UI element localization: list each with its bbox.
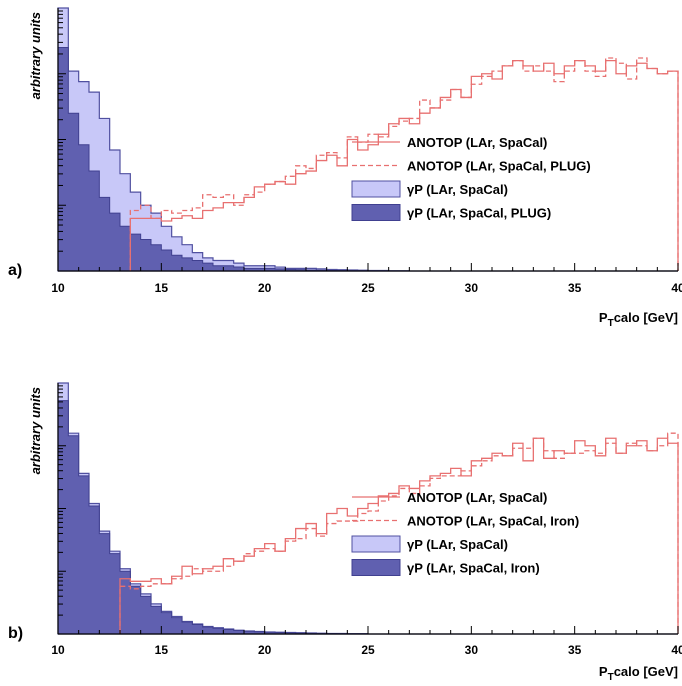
chart-panel-1: 10 15 20 25 30 35 40 arbitrary units PTcalo [GeV… bbox=[8, 7, 682, 329]
panel-label: a) bbox=[8, 262, 22, 279]
legend-swatch-dark bbox=[351, 559, 401, 576]
legend-swatch-light bbox=[351, 180, 401, 198]
x-tick-label: 20 bbox=[258, 281, 272, 295]
x-tick-label: 20 bbox=[258, 643, 272, 657]
x-tick-label: 40 bbox=[671, 643, 682, 657]
legend-swatch-light bbox=[351, 535, 401, 553]
series-anotop-dashed-2 bbox=[119, 432, 679, 634]
legend-label: γP (LAr, SpaCal, PLUG) bbox=[407, 206, 551, 221]
x-axis-label: PTcalo [GeV] bbox=[599, 664, 678, 683]
legend-swatch-dark bbox=[351, 204, 401, 221]
x-tick-label: 25 bbox=[361, 281, 375, 295]
x-tick-label: 40 bbox=[671, 281, 682, 295]
series-anotop-dashed-1 bbox=[129, 57, 679, 271]
x-tick-label: 35 bbox=[568, 281, 582, 295]
x-axis-label: PTcalo [GeV] bbox=[599, 310, 678, 329]
legend-label: ANOTOP (LAr, SpaCal, Iron) bbox=[407, 514, 579, 529]
legend: ANOTOP (LAr, SpaCal) ANOTOP (LAr, SpaCal,… bbox=[351, 490, 579, 576]
x-tick-label: 15 bbox=[155, 281, 169, 295]
x-tick-label: 35 bbox=[568, 643, 582, 657]
legend-label: ANOTOP (LAr, SpaCal) bbox=[407, 135, 547, 150]
legend-label: γP (LAr, SpaCal) bbox=[407, 182, 508, 197]
chart-panel-2: 10 15 20 25 30 35 40 arbitrary units PTcalo [GeV… bbox=[8, 382, 682, 683]
x-tick-label: 10 bbox=[51, 643, 65, 657]
legend-label: γP (LAr, SpaCal, Iron) bbox=[407, 561, 540, 576]
x-tick-label: 30 bbox=[465, 643, 479, 657]
y-axis-label: arbitrary units bbox=[28, 12, 43, 99]
x-tick-label: 10 bbox=[51, 281, 65, 295]
series-anotop-solid-2 bbox=[119, 437, 679, 634]
series-gp-dark-2 bbox=[57, 400, 678, 635]
x-tick-label: 15 bbox=[155, 643, 169, 657]
legend: ANOTOP (LAr, SpaCal) ANOTOP (LAr, SpaCal,… bbox=[351, 135, 591, 221]
x-tick-label: 30 bbox=[465, 281, 479, 295]
series-gp-light-1 bbox=[57, 7, 678, 272]
legend-label: γP (LAr, SpaCal) bbox=[407, 537, 508, 552]
x-tick-label: 25 bbox=[361, 643, 375, 657]
legend-label: ANOTOP (LAr, SpaCal) bbox=[407, 490, 547, 505]
y-axis-label: arbitrary units bbox=[28, 387, 43, 474]
series-anotop-solid-1 bbox=[129, 59, 679, 271]
panel-label: b) bbox=[8, 625, 23, 642]
legend-label: ANOTOP (LAr, SpaCal, PLUG) bbox=[407, 159, 591, 174]
